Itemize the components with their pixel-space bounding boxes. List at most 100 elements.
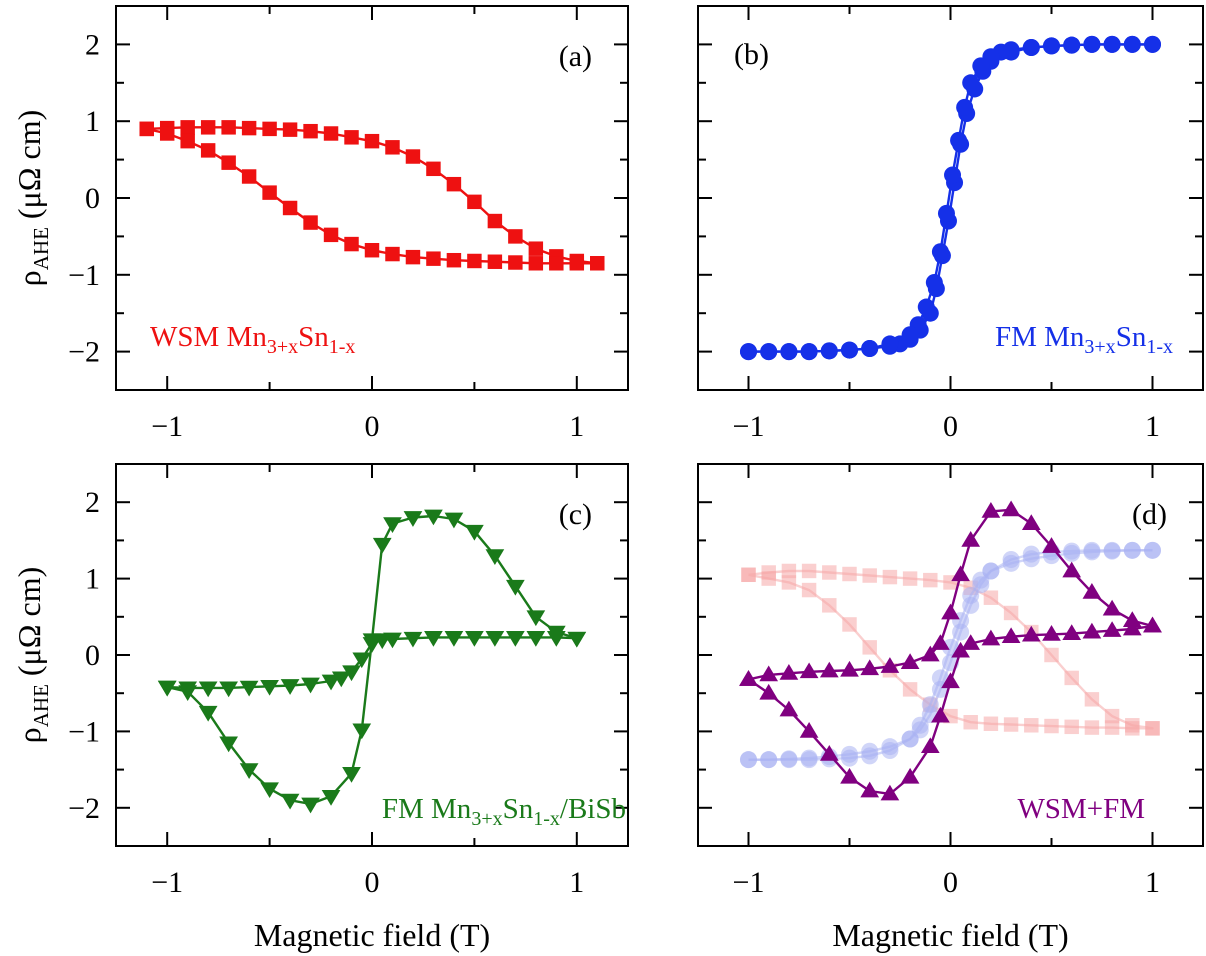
background-series-0-point-8 xyxy=(902,571,918,586)
series-1-point-20 xyxy=(779,700,799,717)
plot-frame xyxy=(115,463,629,847)
y-tick-label: 1 xyxy=(85,105,100,138)
x-tick-label: 0 xyxy=(365,866,380,899)
series-0-point-18 xyxy=(465,631,484,647)
series-0-point-19 xyxy=(1082,583,1102,599)
series-1-point-3 xyxy=(1082,622,1102,639)
series-1-point-16 xyxy=(860,781,880,798)
series-1-point-5 xyxy=(487,254,503,269)
series-1-point-0 xyxy=(1144,35,1161,53)
series-1-point-11 xyxy=(941,672,960,689)
series-1-point-16 xyxy=(262,185,277,200)
background-series-0-point-30 xyxy=(963,715,978,730)
series-1-point-5 xyxy=(1043,37,1060,55)
series-1-point-17 xyxy=(260,782,279,799)
series-1-point-8 xyxy=(426,251,441,266)
series-0-point-12 xyxy=(951,565,970,582)
series-1-point-0 xyxy=(590,256,605,271)
background-series-2-point-16 xyxy=(901,730,919,748)
series-1-point-22 xyxy=(861,340,879,358)
series-0-point-6 xyxy=(860,659,880,676)
series-0-point-12 xyxy=(385,140,400,155)
series-0-point-2 xyxy=(180,120,195,135)
background-series-2-point-13 xyxy=(931,669,949,687)
panel-1: −1 0 1 2 1 0 −1 −2 ρAHE (μΩ cm) (a) WSM Mn3+xSn1-x xyxy=(11,5,629,443)
series-1-point-10 xyxy=(385,246,400,262)
series-0-point-17 xyxy=(487,213,503,229)
series-1-point-17 xyxy=(840,767,859,784)
background-series-2-point-0 xyxy=(1144,541,1161,559)
series-0-point-10 xyxy=(931,634,950,650)
panel-label: (d) xyxy=(1132,498,1167,531)
series-0-point-4 xyxy=(221,120,236,135)
series-1-point-18 xyxy=(819,744,839,761)
x-tick-label: 0 xyxy=(943,410,958,443)
series-1-point-22 xyxy=(157,680,177,697)
background-series-0-point-21 xyxy=(1145,721,1160,736)
series-1-point-9 xyxy=(961,634,981,650)
series-1-point-12 xyxy=(344,236,359,252)
background-series-0-point-7 xyxy=(882,569,898,585)
background-series-0-point-40 xyxy=(761,571,776,586)
series-1-point-21 xyxy=(759,683,779,700)
series-1-point-20 xyxy=(180,133,195,149)
series-1-point-11 xyxy=(362,633,382,650)
series-0-point-16 xyxy=(424,631,443,647)
series-0-point-3 xyxy=(200,120,216,135)
series-1-point-17 xyxy=(925,273,943,291)
background-series-2-point-17 xyxy=(881,742,899,759)
background-series-0-point-5 xyxy=(842,566,857,582)
series-0-point-17 xyxy=(444,631,464,647)
series-1-point-0 xyxy=(567,631,587,648)
series-1-point-4 xyxy=(485,549,505,566)
series-1-point-12 xyxy=(956,98,974,116)
series-0-point-19 xyxy=(528,241,544,256)
series-0-point-7 xyxy=(282,122,298,137)
background-series-2-point-7 xyxy=(1002,554,1020,572)
background-series-0-point-23 xyxy=(1104,720,1120,735)
background-series-2-point-24 xyxy=(740,751,757,769)
series-1-point-15 xyxy=(880,784,900,801)
series-1-point-3 xyxy=(506,579,525,596)
series-0-point-2 xyxy=(198,681,218,698)
x-tick-label: 1 xyxy=(1145,866,1160,899)
series-0-point-20 xyxy=(1102,599,1122,616)
series-1-point-25 xyxy=(800,343,818,361)
background-series-0-point-28 xyxy=(1003,717,1019,732)
series-0-point-10 xyxy=(342,665,361,682)
series-0-point-6 xyxy=(280,679,300,695)
series-1-point-6 xyxy=(1022,38,1040,56)
series-1-point-18 xyxy=(239,763,259,779)
panel-2: −1 0 1 (b) FM Mn3+xSn1-x xyxy=(697,5,1204,443)
series-1-point-22 xyxy=(139,121,154,137)
y-axis-label: ρAHE (μΩ cm) xyxy=(11,110,53,286)
series-1-point-15 xyxy=(282,200,298,216)
series-0-point-17 xyxy=(1042,537,1061,553)
plot-area xyxy=(139,120,605,271)
series-1-point-19 xyxy=(219,736,238,753)
background-series-2-point-18 xyxy=(861,747,879,765)
series-1-point-0 xyxy=(1143,616,1162,633)
background-series-0-point-13 xyxy=(1003,605,1019,621)
series-0-point-21 xyxy=(1122,611,1142,627)
series-1-point-28 xyxy=(740,343,757,361)
panel-3: −1 0 1 2 1 0 −1 −2 ρAHE (μΩ cm) Magnetic field (T… xyxy=(11,463,629,953)
series-1-point-19 xyxy=(200,143,216,158)
series-0-point-9 xyxy=(323,126,339,141)
background-series-0-point-25 xyxy=(1064,719,1079,735)
background-series-0-point-9 xyxy=(923,572,938,588)
series-0-point-15 xyxy=(446,176,462,192)
series-1-point-9 xyxy=(383,517,402,533)
series-1-point-20 xyxy=(901,326,919,344)
series-0-point-14 xyxy=(383,632,402,649)
series-1-point-6 xyxy=(444,512,464,529)
background-series-0-point-35 xyxy=(862,640,877,655)
background-series-2-point-1 xyxy=(1123,541,1141,559)
x-axis-label: Magnetic field (T) xyxy=(832,917,1068,953)
x-tick-label: −1 xyxy=(151,410,183,443)
series-1-point-21 xyxy=(159,126,175,141)
series-1-point-24 xyxy=(820,342,838,360)
series-1-line xyxy=(166,514,578,806)
series-1-point-15 xyxy=(937,204,955,222)
series-1-point-10 xyxy=(972,57,990,75)
